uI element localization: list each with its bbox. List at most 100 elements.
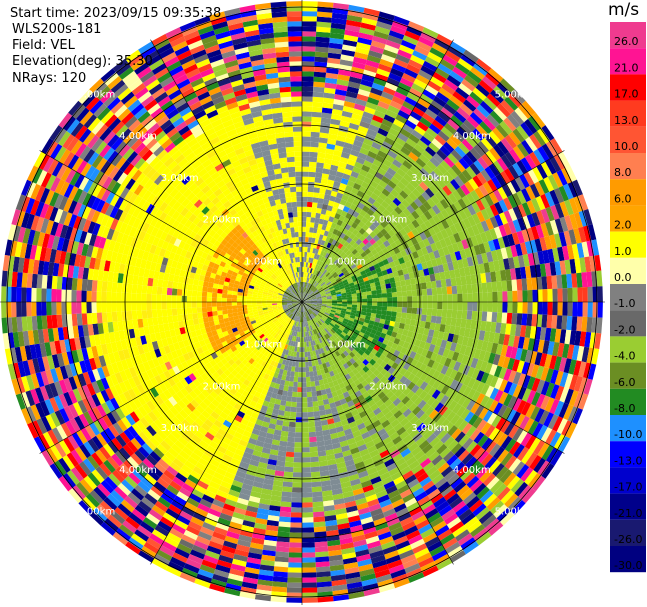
- velocity-gate: [372, 242, 380, 249]
- velocity-gate: [427, 236, 435, 245]
- velocity-gate: [493, 260, 501, 272]
- velocity-gate: [302, 427, 309, 433]
- velocity-gate: [550, 449, 563, 466]
- velocity-gate: [501, 312, 508, 324]
- velocity-gate: [458, 157, 470, 170]
- velocity-gate: [385, 205, 395, 214]
- velocity-gate: [313, 411, 320, 417]
- velocity-gate: [378, 336, 385, 343]
- velocity-gate: [497, 103, 511, 118]
- velocity-gate: [348, 226, 356, 233]
- velocity-gate: [406, 266, 414, 274]
- velocity-gate: [558, 357, 567, 373]
- velocity-gate: [578, 377, 588, 394]
- velocity-gate: [530, 226, 540, 240]
- velocity-gate: [364, 318, 370, 324]
- velocity-gate: [352, 229, 359, 236]
- velocity-gate: [483, 97, 497, 111]
- velocity-gate: [311, 121, 321, 128]
- velocity-gate: [374, 317, 381, 323]
- velocity-gate: [456, 240, 465, 251]
- velocity-gate: [423, 210, 433, 221]
- velocity-gate: [551, 315, 558, 329]
- velocity-gate: [399, 77, 414, 88]
- velocity-gate: [303, 272, 306, 278]
- velocity-gate: [494, 377, 504, 390]
- velocity-gate: [292, 472, 302, 478]
- velocity-gate: [446, 309, 453, 318]
- velocity-gate: [414, 339, 422, 347]
- velocity-gate: [453, 200, 463, 212]
- velocity-gate: [342, 269, 349, 275]
- velocity-gate: [481, 252, 489, 264]
- velocity-gate: [441, 83, 456, 96]
- velocity-gate: [467, 70, 482, 84]
- velocity-gate: [437, 302, 443, 310]
- velocity-gate: [471, 379, 481, 391]
- velocity-gate: [447, 153, 459, 165]
- velocity-gate: [331, 257, 337, 263]
- velocity-gate: [473, 62, 489, 76]
- velocity-gate: [463, 99, 477, 112]
- velocity-gate: [381, 188, 391, 197]
- velocity-gate: [333, 235, 340, 242]
- velocity-gate: [327, 302, 333, 304]
- velocity-gate: [538, 410, 550, 425]
- velocity-gate: [382, 258, 389, 266]
- velocity-gate: [363, 160, 373, 168]
- velocity-gate: [422, 89, 436, 101]
- velocity-gate: [421, 150, 433, 161]
- velocity-gate: [323, 277, 329, 282]
- velocity-gate: [479, 121, 493, 135]
- velocity-gate: [499, 419, 511, 434]
- velocity-gate: [303, 282, 306, 288]
- velocity-gate: [310, 381, 316, 387]
- velocity-gate: [456, 285, 463, 294]
- velocity-gate: [346, 309, 352, 313]
- velocity-gate: [460, 276, 467, 286]
- velocity-gate: [328, 314, 335, 318]
- velocity-gate: [521, 202, 532, 216]
- velocity-gate: [470, 319, 477, 330]
- velocity-gate: [516, 278, 523, 291]
- velocity-gate: [316, 277, 321, 283]
- velocity-gate: [475, 58, 492, 73]
- velocity-gate: [310, 212, 317, 218]
- velocity-gate: [325, 236, 331, 243]
- velocity-gate: [501, 406, 512, 420]
- velocity-gate: [503, 168, 515, 182]
- velocity-gate: [474, 404, 485, 417]
- velocity-gate: [365, 59, 380, 69]
- velocity-gate: [340, 290, 347, 294]
- velocity-gate: [370, 286, 377, 291]
- velocity-gate: [428, 377, 437, 387]
- velocity-gate: [308, 166, 317, 173]
- velocity-gate: [309, 161, 317, 168]
- velocity-gate: [451, 164, 462, 176]
- velocity-gate: [422, 201, 432, 211]
- velocity-gate: [480, 422, 492, 435]
- velocity-gate: [541, 276, 548, 290]
- velocity-gate: [320, 256, 325, 262]
- velocity-gate: [290, 522, 302, 528]
- velocity-gate: [405, 138, 417, 148]
- velocity-gate: [365, 283, 371, 289]
- velocity-gate: [419, 135, 432, 147]
- velocity-gate: [282, 390, 288, 397]
- velocity-gate: [508, 131, 522, 146]
- velocity-gate: [390, 282, 397, 288]
- velocity-gate: [337, 243, 344, 250]
- velocity-gate: [327, 133, 338, 141]
- velocity-gate: [393, 15, 410, 26]
- velocity-gate: [495, 248, 504, 261]
- velocity-gate: [514, 413, 526, 428]
- velocity-gate: [503, 422, 515, 436]
- velocity-gate: [351, 66, 365, 75]
- velocity-gate: [299, 342, 302, 348]
- velocity-gate: [340, 288, 346, 292]
- velocity-gate: [589, 332, 597, 349]
- velocity-gate: [542, 340, 550, 355]
- velocity-gate: [552, 288, 558, 302]
- velocity-gate: [582, 302, 588, 317]
- velocity-gate: [302, 387, 307, 393]
